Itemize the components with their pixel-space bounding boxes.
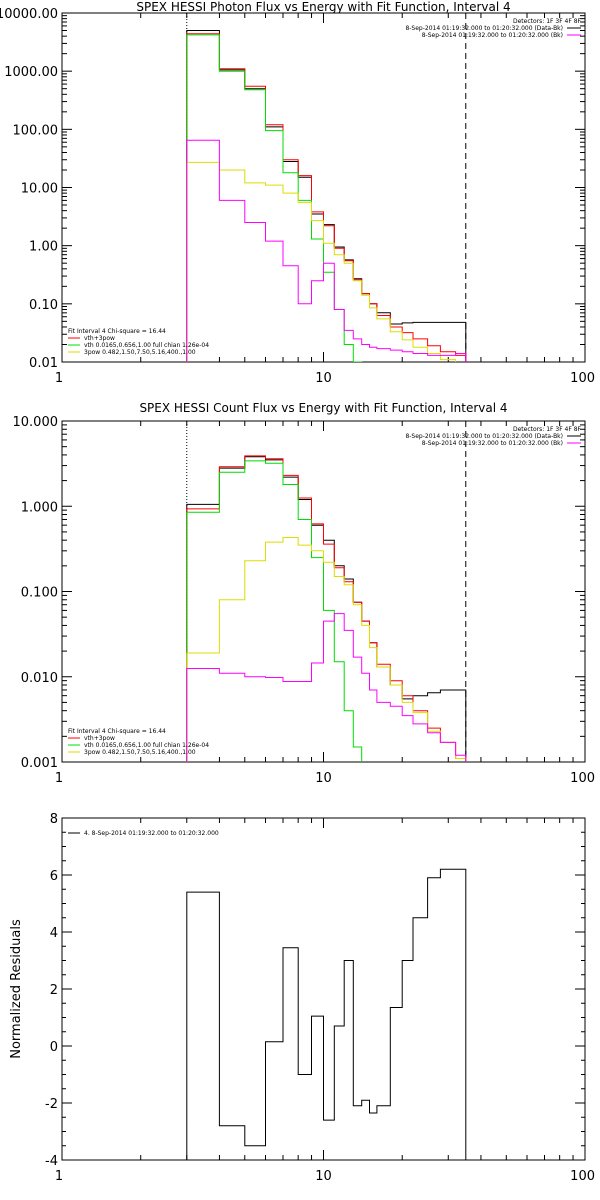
series-line <box>186 455 467 762</box>
series-group <box>186 868 467 1160</box>
chart-title: SPEX HESSI Photon Flux vs Energy with Fi… <box>136 0 510 14</box>
x-tick-label: 1 <box>55 771 63 786</box>
y-tick-label: 100.00 <box>13 123 59 138</box>
x-tick-label: 100 <box>570 371 595 386</box>
chart-title: SPEX HESSI Count Flux vs Energy with Fit… <box>139 401 507 415</box>
x-tick-label: 10 <box>315 1169 332 1184</box>
y-tick-label: 10.00 <box>21 182 58 197</box>
y-tick-label: 0 <box>50 1040 58 1055</box>
legend-entry: 3pow 0.482,1.50,7.50,5.16,400.,1.00 <box>84 749 196 756</box>
legend-entry: 4. 8-Sep-2014 01:19:32.000 to 01:20:32.0… <box>84 830 219 837</box>
series-group <box>186 30 467 362</box>
chart-1: SPEX HESSI Photon Flux vs Energy with Fi… <box>0 0 595 386</box>
legend-entry: vth+3pow <box>84 735 115 742</box>
y-tick-label: 6 <box>50 869 58 884</box>
series-line <box>186 460 363 762</box>
series-line <box>186 537 467 762</box>
x-tick-label: 100 <box>570 771 595 786</box>
legend-entry: vth 0.0165,0.656,1.00 full chian 1.26e-0… <box>84 342 209 349</box>
y-tick-label: 2 <box>50 983 58 998</box>
y-tick-label: 1.000 <box>21 500 58 515</box>
series-line <box>186 613 467 762</box>
series-line <box>186 868 467 1160</box>
legend-header: Detectors: 1F 3F 4F 8F <box>513 426 582 433</box>
y-tick-label: 0.001 <box>21 756 58 771</box>
legend-entry: vth+3pow <box>84 335 115 342</box>
x-tick-label: 100 <box>570 1169 595 1184</box>
y-tick-label: -2 <box>45 1097 58 1112</box>
y-tick-label: 10000.00 <box>0 7 58 22</box>
legend-entry: 8-Sep-2014 01:19:32.000 to 01:20:32.000 … <box>405 25 563 32</box>
legend-header: Fit Interval 4 Chi-square = 16.44 <box>68 328 166 335</box>
x-tick-label: 10 <box>315 371 332 386</box>
chart-3: 1 10 100 -4 -2 0 2 4 6 8 Normalized Residuals 4. 8-… <box>9 812 595 1184</box>
y-tick-label: 0.10 <box>29 298 58 313</box>
y-tick-label: -4 <box>45 1154 58 1169</box>
legend-entry: 8-Sep-2014 01:19:32.000 to 01:20:32.000 … <box>422 440 563 447</box>
y-axis-label: Normalized Residuals <box>9 919 24 1059</box>
y-tick-label: 0.010 <box>21 671 58 686</box>
series-line <box>186 30 467 362</box>
chart-2: SPEX HESSI Count Flux vs Energy with Fit… <box>13 401 596 786</box>
legend-entry: 8-Sep-2014 01:19:32.000 to 01:20:32.000 … <box>405 433 563 440</box>
legend-entry: vth 0.0165,0.656,1.00 full chian 1.26e-0… <box>84 742 209 749</box>
x-tick-label: 1 <box>55 371 63 386</box>
y-tick-label: 10.000 <box>13 415 59 430</box>
legend-entry: 3pow 0.482,1.50,7.50,5.16,400.,1.00 <box>84 349 196 356</box>
series-line <box>186 161 457 362</box>
y-tick-label: 0.100 <box>21 586 58 601</box>
legend-header: Detectors: 1F 3F 4F 8F <box>513 18 582 25</box>
y-tick-label: 8 <box>50 812 58 827</box>
y-tick-label: 1.00 <box>29 240 58 255</box>
y-tick-label: 1000.00 <box>4 65 58 80</box>
y-tick-label: 4 <box>50 926 58 941</box>
x-tick-label: 1 <box>55 1169 63 1184</box>
legend-entry: 8-Sep-2014 01:19:32.000 to 01:20:32.000 … <box>422 32 563 39</box>
plot-frame <box>61 12 586 363</box>
y-tick-label: 0.01 <box>29 356 58 371</box>
series-line <box>186 456 467 762</box>
x-tick-label: 10 <box>315 771 332 786</box>
series-group <box>186 455 467 762</box>
series-line <box>186 139 467 362</box>
legend-header: Fit Interval 4 Chi-square = 16.44 <box>68 728 166 735</box>
